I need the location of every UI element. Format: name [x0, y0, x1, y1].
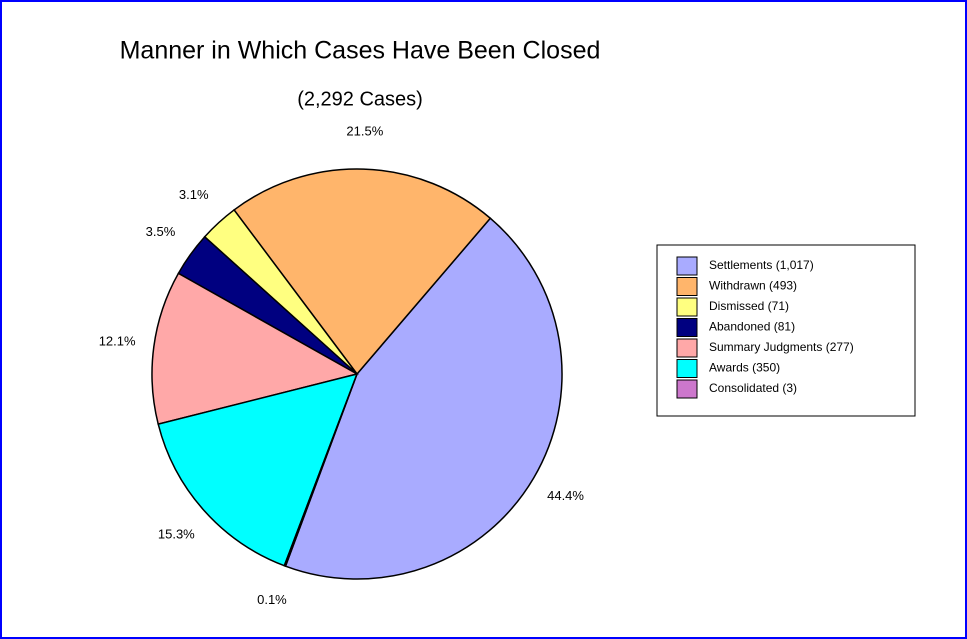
legend-label: Abandoned (81)	[709, 320, 795, 334]
legend-swatch	[676, 338, 698, 358]
pie-slice	[157, 372, 359, 567]
legend-label: Summary Judgments (277)	[709, 340, 854, 354]
data-label: 3.5%	[146, 224, 176, 239]
legend-swatch	[676, 297, 698, 317]
legend-swatch	[676, 318, 698, 337]
legend-swatch	[676, 277, 698, 296]
data-label: 21.5%	[346, 124, 383, 139]
legend-label: Withdrawn (493)	[709, 279, 797, 293]
legend-label: Consolidated (3)	[709, 381, 797, 395]
data-label: 12.1%	[99, 333, 136, 348]
data-label: 44.4%	[547, 488, 584, 503]
pie-slice	[284, 217, 563, 580]
legend-label: Awards (350)	[709, 361, 780, 375]
legend-box	[656, 244, 916, 417]
legend-swatch	[676, 359, 698, 378]
legend-swatch	[676, 379, 698, 399]
chart-subtitle: (2,292 Cases)	[297, 88, 423, 110]
pie-slice	[283, 373, 358, 568]
pie-slice	[233, 168, 492, 376]
legend-label: Settlements (1,017)	[709, 258, 814, 272]
data-label: 0.1%	[257, 592, 287, 607]
chart-title: Manner in Which Cases Have Been Closed	[120, 37, 601, 65]
data-label: 15.3%	[158, 526, 195, 541]
legend-label: Dismissed (71)	[709, 299, 789, 313]
legend-swatch	[676, 256, 698, 276]
data-label: 3.1%	[179, 187, 209, 202]
